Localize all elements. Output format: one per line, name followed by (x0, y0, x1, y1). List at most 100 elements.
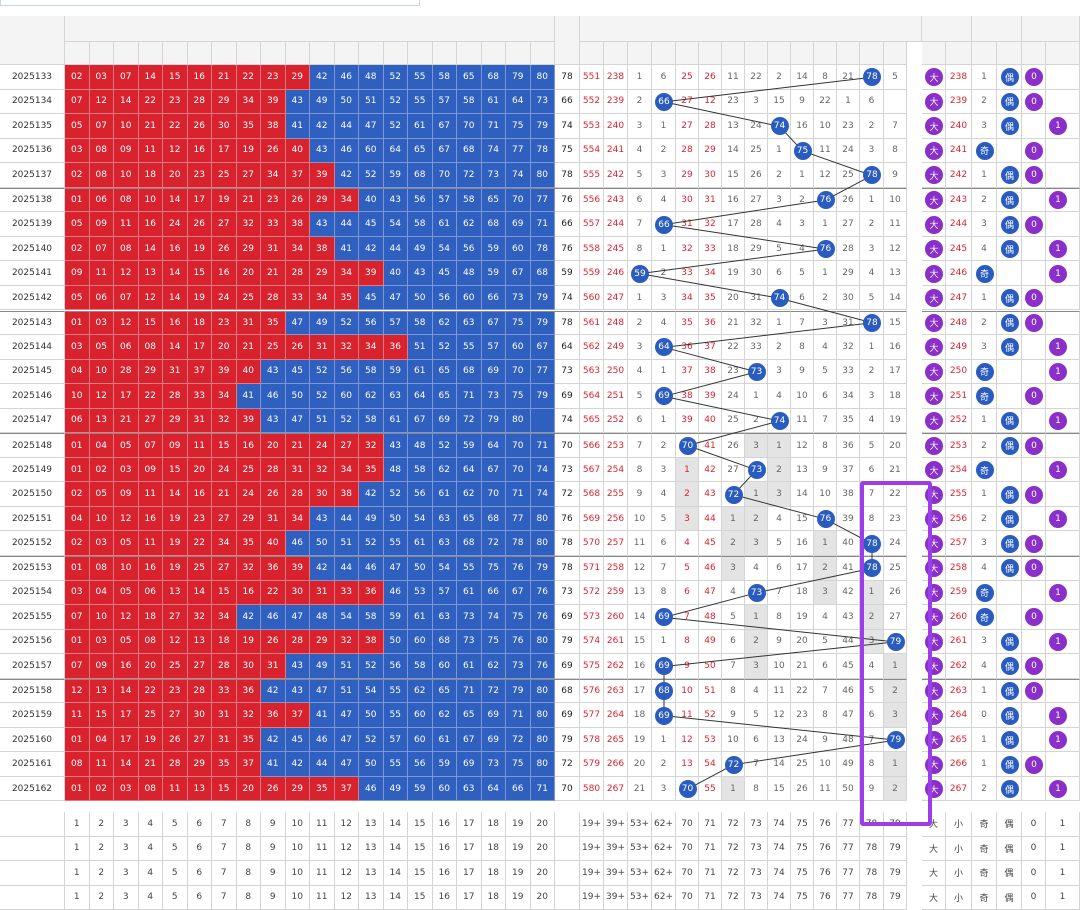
dist-miss-cell: 577 (580, 703, 604, 728)
prize-number: 36 (261, 703, 286, 728)
prize-number: 55 (408, 65, 433, 90)
prize-number: 69 (482, 360, 507, 385)
prize-number: 36 (384, 335, 409, 360)
dist-miss-cell: 7 (628, 212, 652, 237)
prize-number: 27 (139, 409, 164, 434)
highlight-box (860, 481, 932, 826)
dist-miss-cell: 35 (837, 409, 860, 434)
prize-number: 40 (286, 139, 311, 164)
dist-miss-cell: 3 (652, 286, 676, 311)
road1-header (1046, 42, 1080, 65)
road-ball: 1 (1049, 633, 1067, 651)
prize-number: 74 (482, 139, 507, 164)
dist-miss-cell: 574 (580, 630, 604, 655)
prize-number: 29 (188, 752, 213, 777)
prize-number: 69 (482, 728, 507, 753)
road0-cell (1022, 335, 1046, 360)
issue-cell: 2025138 (0, 188, 65, 213)
dist-miss-cell: 1 (628, 65, 652, 90)
footer-dist: 77 (837, 861, 860, 886)
prize-number: 35 (359, 458, 384, 483)
dist-miss-cell: 32 (676, 237, 699, 262)
prize-number: 56 (408, 752, 433, 777)
footer-road1: 1 (1046, 861, 1080, 886)
prize-number: 05 (114, 630, 139, 655)
issue-cell: 2025148 (0, 433, 65, 458)
footer-odd: 奇 (972, 837, 997, 862)
prize-number: 64 (457, 458, 482, 483)
prize-number: 17 (212, 139, 237, 164)
prize-number: 46 (261, 384, 286, 409)
dist-miss-cell: 30 (837, 286, 860, 311)
prize-number: 13 (90, 409, 115, 434)
dist-col-header (791, 42, 814, 65)
dist-miss-cell: 1 (745, 605, 768, 630)
prize-number: 74 (531, 458, 556, 483)
prize-number: 05 (65, 114, 90, 139)
span-value: 76 (555, 507, 580, 532)
dist-miss-cell: 7 (814, 409, 837, 434)
odd-even-ball: 奇 (976, 461, 994, 479)
prize-number: 79 (506, 679, 531, 704)
dist-miss-cell: 3 (814, 311, 837, 336)
dist-col-header (628, 42, 652, 65)
footer-dist: 76 (814, 812, 837, 837)
odd-cell: 3 (972, 335, 997, 360)
road-ball: 0 (1025, 93, 1043, 111)
issue-cell: 2025159 (0, 703, 65, 728)
number-col-header (237, 42, 262, 65)
footer-dist: 70 (676, 812, 699, 837)
prize-number: 62 (433, 458, 458, 483)
span-value: 72 (555, 482, 580, 507)
dist-miss-cell: 2 (791, 188, 814, 213)
prize-number: 50 (384, 630, 409, 655)
prize-number: 73 (457, 630, 482, 655)
prize-number: 65 (433, 679, 458, 704)
dist-miss-cell: 15 (791, 507, 814, 532)
prize-number: 32 (237, 703, 262, 728)
dist-miss-cell: 1 (652, 114, 676, 139)
prize-number: 30 (286, 581, 311, 606)
prize-number: 40 (261, 531, 286, 556)
prize-number: 67 (457, 728, 482, 753)
span-value: 78 (555, 65, 580, 90)
prize-number: 68 (457, 531, 482, 556)
dist-miss-cell: 30 (745, 261, 768, 286)
span-value: 64 (555, 335, 580, 360)
prize-number: 32 (212, 409, 237, 434)
small-cell: 250 (946, 360, 972, 385)
dist-miss-cell: 10 (814, 752, 837, 777)
odd-even-ball: 偶 (1001, 682, 1019, 700)
prize-number: 45 (286, 728, 311, 753)
dist-miss-cell: 13 (628, 581, 652, 606)
prize-number: 23 (212, 311, 237, 336)
prize-number: 01 (65, 188, 90, 213)
prize-number: 65 (457, 703, 482, 728)
prize-number: 59 (384, 163, 409, 188)
prize-number: 73 (506, 286, 531, 311)
dist-miss-cell: 5 (768, 237, 791, 262)
prize-number: 56 (384, 654, 409, 679)
issue-cell: 2025136 (0, 139, 65, 164)
road1-cell (1046, 531, 1080, 556)
small-cell: 259 (946, 581, 972, 606)
span-oe-header (972, 16, 1022, 42)
dist-col-header (860, 42, 884, 65)
prize-number: 09 (114, 139, 139, 164)
prize-number: 07 (90, 237, 115, 262)
prize-number: 35 (212, 752, 237, 777)
footer-dist: 73 (745, 812, 768, 837)
footer-label (0, 861, 65, 886)
prize-number: 70 (433, 163, 458, 188)
dist-miss-cell: 27 (676, 114, 699, 139)
dist-miss-cell: 5 (628, 384, 652, 409)
dist-miss-cell: 28 (676, 139, 699, 164)
even-cell (997, 458, 1022, 483)
prize-number: 12 (139, 286, 164, 311)
footer-even: 偶 (997, 861, 1022, 886)
dist-miss-cell: 20 (791, 630, 814, 655)
prize-number: 37 (286, 163, 311, 188)
prize-number: 09 (90, 212, 115, 237)
prize-number: 15 (212, 777, 237, 802)
prize-number: 25 (237, 286, 262, 311)
